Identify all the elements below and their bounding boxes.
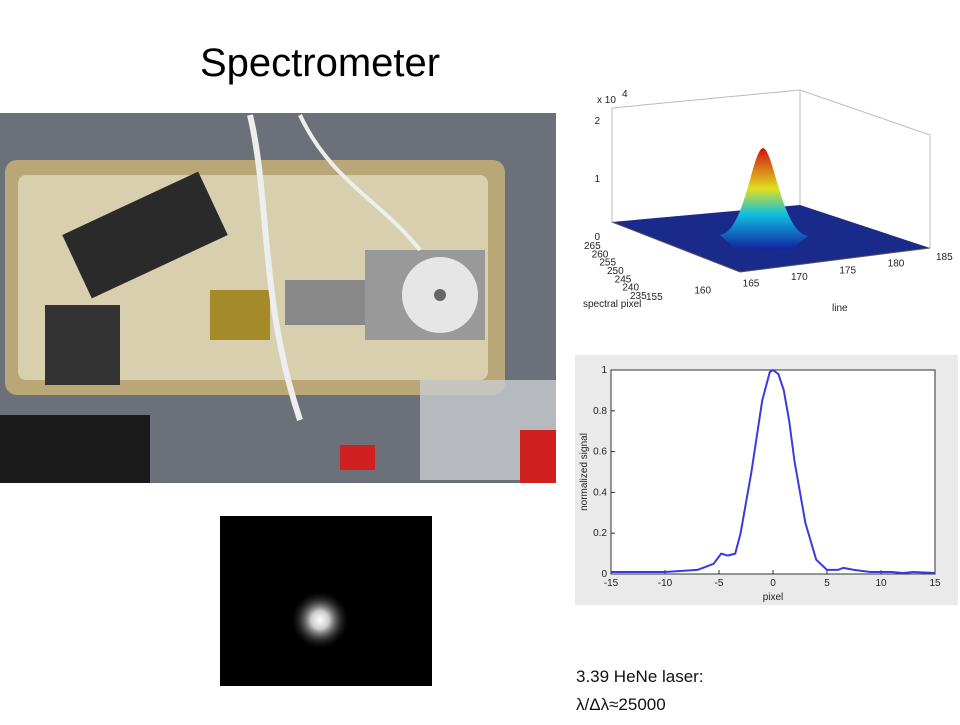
photo (0, 113, 556, 483)
line-tick-label: 160 (694, 285, 711, 296)
spectral-pixel-tick-label: 240 (622, 283, 639, 294)
spectral-pixel-tick-label: 265 (584, 241, 601, 252)
x-tick-label: -10 (658, 578, 673, 589)
exponent-power: 4 (622, 89, 628, 100)
spectral-pixel-tick-label: 255 (599, 258, 616, 269)
x-tick-label: -5 (715, 578, 724, 589)
line-chart-layer: -15 -10 -5 0 5 10 15 0 0.2 0.4 0.6 0.8 1 pixel normali… (579, 365, 941, 603)
spectral-pixel-tick-label: 245 (615, 274, 632, 285)
x-axis-label: pixel (763, 592, 784, 603)
y-tick-label: 0 (601, 569, 607, 580)
data-line (611, 369, 936, 574)
line-tick-label: 175 (839, 265, 856, 276)
line-tick-label: 155 (646, 292, 663, 303)
line-tick-label: 165 (743, 279, 760, 290)
y-tick-label: 0.2 (593, 528, 607, 539)
x-tick-label: 0 (770, 578, 776, 589)
y-tick-label: 0.8 (593, 406, 607, 417)
line-tick-label: 170 (791, 272, 808, 283)
x-axis-label: spectral pixel (583, 299, 641, 310)
line-tick-label: 185 (936, 252, 953, 263)
line-chart (575, 355, 958, 605)
caption-line: λ/Δλ≈25000 (576, 695, 666, 714)
exponent-label: x 10 (597, 95, 616, 106)
y-tick-label: 0.4 (593, 487, 607, 498)
line-tick-label: 180 (888, 259, 905, 270)
x-tick-label: 5 (824, 578, 830, 589)
x-tick-label: -15 (604, 578, 619, 589)
spectral-pixel-tick-label: 235 (630, 291, 647, 302)
x-tick-label: 15 (929, 578, 941, 589)
camera-image (220, 516, 432, 686)
spectral-pixel-tick-label: 260 (592, 249, 609, 260)
z-tick-label: 1 (594, 174, 600, 185)
y-axis-label: normalized signal (579, 433, 590, 511)
y-tick-label: 0.6 (593, 447, 607, 458)
z-tick-label: 0 (594, 232, 600, 243)
z-tick-label: 2 (594, 116, 600, 127)
spectral-pixel-tick-label: 250 (607, 266, 624, 277)
caption-line: 3.39 HeNe laser: (576, 667, 704, 686)
slide-title: Spectrometer (200, 41, 440, 85)
x-tick-label: 10 (875, 578, 887, 589)
y-tick-label: 1 (601, 365, 607, 376)
y-axis-label: line (832, 303, 848, 314)
